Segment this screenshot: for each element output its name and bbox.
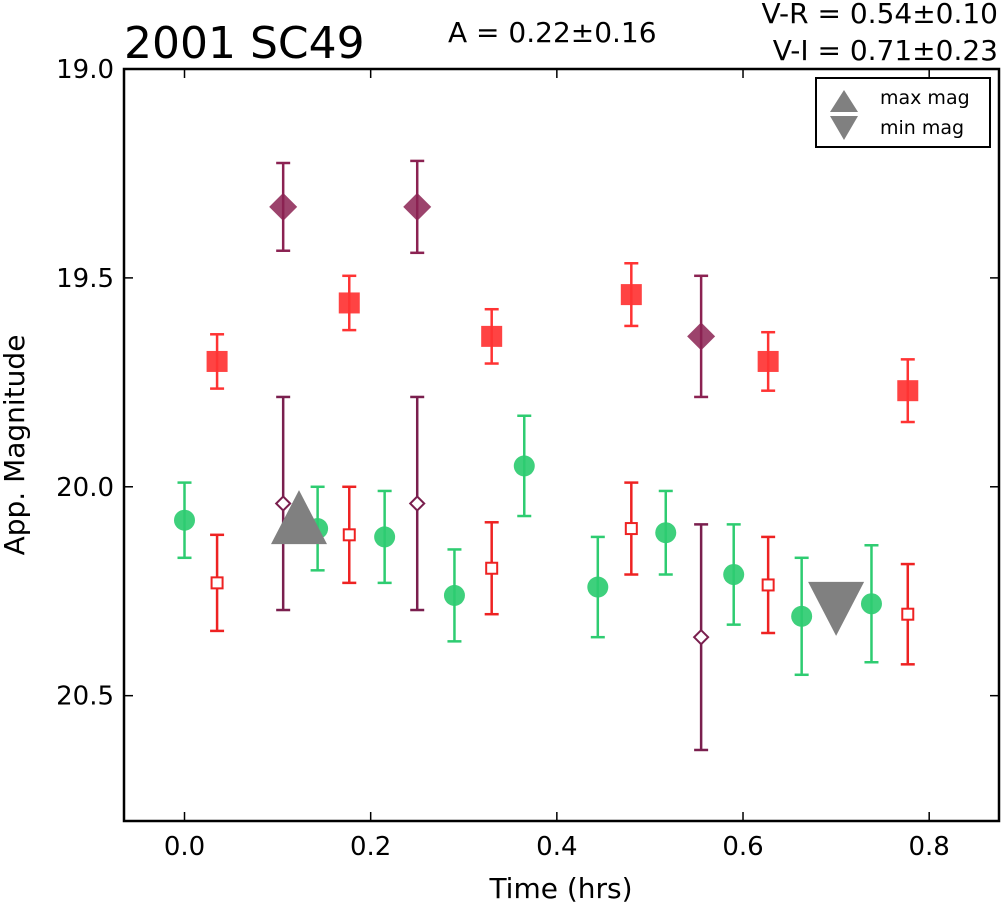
x-tick-label: 0.2: [350, 832, 391, 862]
marker: [860, 593, 882, 615]
marker: [757, 350, 779, 372]
data-point-circle: [587, 535, 609, 639]
marker: [901, 607, 915, 621]
v-r-annotation: V-R = 0.54±0.10: [762, 0, 998, 30]
x-tick-label: 0.4: [536, 832, 577, 862]
marker: [897, 380, 919, 402]
marker: [723, 564, 745, 586]
marker: [692, 628, 710, 646]
data-point-square-filled: [897, 358, 919, 424]
marker: [269, 192, 298, 221]
marker: [174, 509, 196, 531]
marker: [587, 576, 609, 598]
marker: [408, 495, 426, 512]
data-point-square-open: [484, 521, 499, 616]
data-point-square-filled: [206, 333, 228, 390]
data-point-square-open: [342, 485, 357, 585]
marker: [403, 192, 432, 221]
x-tick-label: 0.8: [909, 832, 950, 862]
data-point-square-filled: [481, 307, 503, 365]
marker: [620, 284, 642, 306]
marker: [210, 576, 224, 590]
y-tick-label: 19.0: [56, 55, 114, 85]
max-mag-marker: [271, 490, 327, 545]
data-point-diamond-open: [692, 523, 710, 752]
data-point-circle: [791, 556, 813, 677]
data-point-square-filled: [338, 274, 360, 332]
legend-max-mag-icon: [830, 90, 858, 112]
marker: [485, 561, 499, 575]
min-mag-marker: [808, 581, 865, 636]
data-point-diamond-filled: [269, 161, 298, 252]
marker: [513, 455, 535, 477]
marker: [206, 350, 228, 372]
legend: max mag min mag: [815, 77, 991, 148]
marker: [338, 292, 360, 314]
legend-min-mag-label: min mag: [880, 117, 964, 139]
x-tick-label: 0.0: [164, 832, 205, 862]
data-point-square-open: [624, 481, 639, 576]
x-axis-label: Time (hrs): [488, 872, 632, 904]
marker: [342, 528, 356, 542]
marker: [481, 325, 503, 347]
data-point-square-filled: [620, 262, 642, 328]
marker: [374, 526, 396, 548]
y-tick-label: 20.0: [56, 473, 114, 503]
marker: [655, 522, 677, 544]
data-point-square-open: [210, 533, 225, 633]
marker: [687, 322, 716, 351]
data-point-circle: [374, 489, 396, 585]
data-point-circle: [174, 481, 196, 560]
data-point-square-open: [761, 535, 776, 635]
data-point-circle: [513, 414, 535, 518]
y-axis-label: App. Magnitude: [0, 335, 31, 556]
marker: [624, 522, 638, 536]
legend-min-mag-icon: [830, 116, 858, 140]
data-point-diamond-filled: [687, 274, 716, 399]
data-point-diamond-open: [274, 395, 292, 612]
data-point-square-open: [900, 562, 915, 666]
chart-title: 2001 SC49: [124, 18, 365, 69]
data-point-circle: [655, 489, 677, 576]
axis-ticks: 0.0 0.2 0.4 0.6 0.8 19.0 19.5 20.0 20.5: [56, 55, 999, 862]
amplitude-annotation: A = 0.22±0.16: [448, 16, 657, 49]
y-tick-label: 19.5: [56, 264, 114, 294]
marker: [761, 578, 775, 592]
data-point-circle: [443, 548, 465, 643]
marker: [443, 584, 465, 606]
x-tick-label: 0.6: [722, 832, 763, 862]
marker: [274, 495, 292, 512]
data-point-square-filled: [757, 330, 779, 392]
v-i-annotation: V-I = 0.71±0.23: [773, 34, 998, 67]
marker: [791, 605, 813, 627]
data-point-diamond-filled: [403, 159, 432, 255]
y-tick-label: 20.5: [56, 682, 114, 712]
data-point-circle: [723, 523, 745, 626]
data-marks: [174, 159, 919, 752]
data-point-circle: [860, 544, 882, 664]
legend-max-mag-label: max mag: [880, 87, 970, 109]
data-point-diamond-open: [408, 395, 426, 612]
plot-frame: [122, 67, 1001, 823]
